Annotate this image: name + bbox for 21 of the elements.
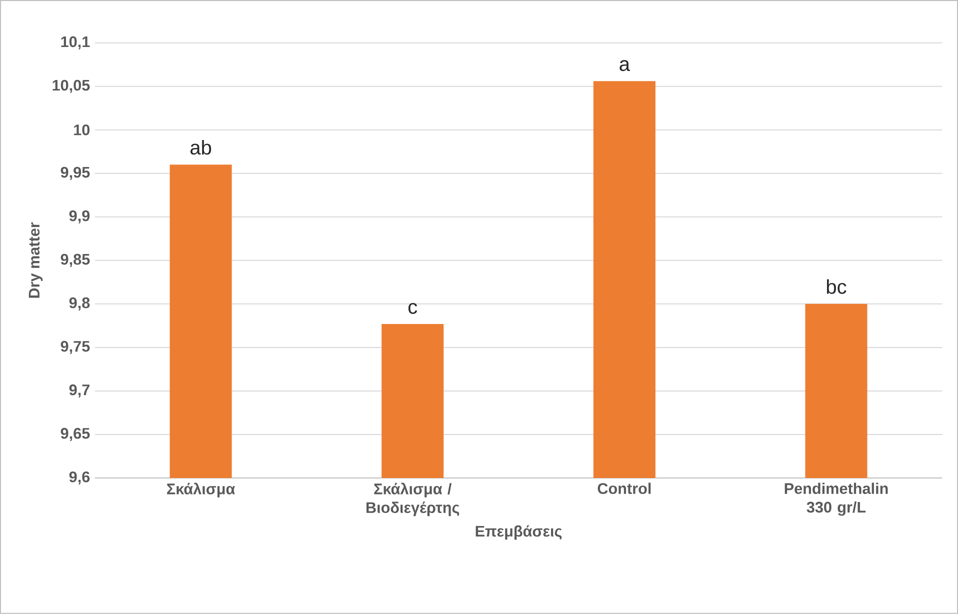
x-tick-label: Pendimethalin 330 gr/L	[784, 482, 888, 516]
y-tick-label: 9,75	[60, 340, 90, 354]
y-tick-label: 9,8	[69, 297, 90, 311]
x-axis-title: Επεμβάσεις	[476, 525, 562, 540]
y-tick-label: 9,95	[60, 166, 90, 180]
y-tick-label: 9,9	[69, 210, 90, 224]
y-tick-label: 10,1	[61, 36, 90, 50]
x-tick-label: Σκάλισμα / Βιοδιεγέρτης	[366, 482, 460, 516]
y-tick-label: 9,65	[60, 428, 90, 442]
x-tick-label: Control	[598, 482, 651, 494]
annotation: ab	[190, 140, 212, 155]
y-tick-label: 10	[74, 124, 90, 136]
y-axis-title: Dry matter	[28, 222, 43, 298]
annotation: a	[620, 60, 630, 72]
annotation: c	[408, 303, 418, 314]
y-tick-label: 9,7	[69, 384, 90, 398]
x-tick-label: Σκάλισμα	[167, 482, 236, 498]
annotation: bc	[826, 279, 846, 294]
y-tick-label: 10,05	[52, 80, 90, 93]
y-tick-label: 9,6	[69, 472, 90, 485]
y-tick-label: 9,85	[60, 254, 90, 268]
